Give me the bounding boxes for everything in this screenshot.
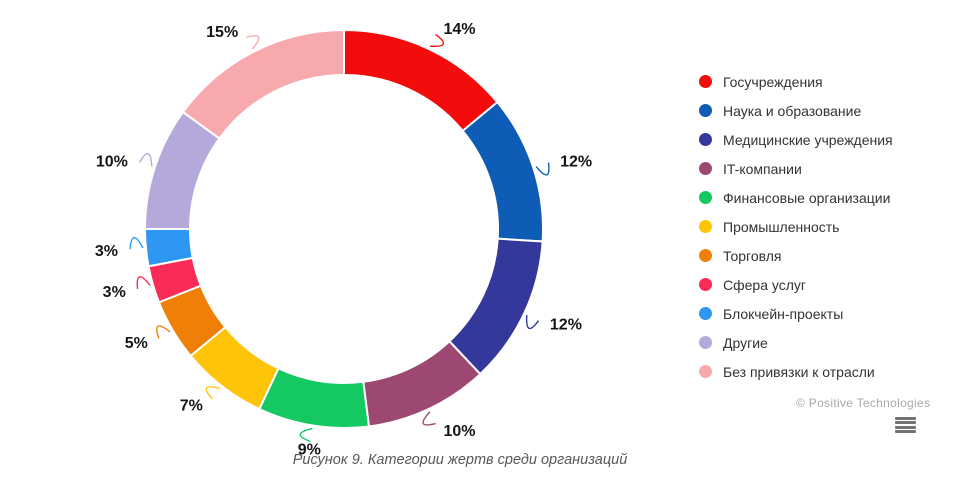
donut-chart-svg: 14% 12% 12% 10% 9% 7% 5% 3% 3% 10% 15% <box>95 21 592 458</box>
legend-item-0[interactable]: Госучреждения <box>699 67 893 96</box>
pie-slice-4[interactable] <box>257 367 371 429</box>
legend-marker-icon <box>699 365 712 378</box>
slice-value-label: 14% <box>444 21 476 38</box>
slice-value-label: 12% <box>550 317 582 334</box>
legend-item-7[interactable]: Сфера услуг <box>699 270 893 299</box>
label-leader-line <box>422 411 436 426</box>
legend-marker-icon <box>699 133 712 146</box>
pie-slice-3[interactable] <box>362 339 482 428</box>
legend-marker-icon <box>699 191 712 204</box>
legend-item-8[interactable]: Блокчейн-проекты <box>699 299 893 328</box>
legend-item-1[interactable]: Наука и образование <box>699 96 893 125</box>
legend-item-2[interactable]: Медицинские учреждения <box>699 125 893 154</box>
label-leader-line <box>136 276 151 290</box>
legend-label: Медицинские учреждения <box>723 131 893 148</box>
slice-value-label: 12% <box>560 153 592 170</box>
legend-item-4[interactable]: Финансовые организации <box>699 183 893 212</box>
legend-marker-icon <box>699 75 712 88</box>
burger-bar <box>895 417 916 420</box>
label-leader-line <box>129 237 144 250</box>
label-leader-line <box>535 162 550 176</box>
slice-value-label: 10% <box>444 423 476 440</box>
legend-marker-icon <box>699 278 712 291</box>
legend-label: Торговля <box>723 247 782 264</box>
legend-marker-icon <box>699 220 712 233</box>
legend-item-6[interactable]: Торговля <box>699 241 893 270</box>
slice-value-label: 7% <box>180 397 203 414</box>
burger-bar <box>895 425 916 429</box>
slice-value-label: 5% <box>125 335 148 352</box>
legend: Госучреждения Наука и образование Медицинс… <box>699 67 893 386</box>
label-leader-line <box>205 386 221 400</box>
slice-value-label: 15% <box>206 24 238 41</box>
slice-value-label: 9% <box>298 441 321 458</box>
pie-slice-0[interactable] <box>343 28 499 133</box>
legend-marker-icon <box>699 162 712 175</box>
legend-label: Наука и образование <box>723 102 862 119</box>
legend-marker-icon <box>699 307 712 320</box>
legend-label: Промышленность <box>723 218 840 235</box>
label-leader-line <box>525 314 540 330</box>
legend-label: Финансовые организации <box>723 189 891 206</box>
legend-item-5[interactable]: Промышленность <box>699 212 893 241</box>
pie-slice-2[interactable] <box>448 237 544 376</box>
burger-bar <box>895 421 916 425</box>
label-leader-line <box>429 33 445 48</box>
legend-label: Сфера услуг <box>723 276 806 293</box>
legend-label: Другие <box>723 334 768 351</box>
legend-label: Госучреждения <box>723 73 823 90</box>
legend-label: IT-компании <box>723 160 802 177</box>
legend-label: Блокчейн-проекты <box>723 305 844 322</box>
slice-value-label: 3% <box>103 284 126 301</box>
pie-slice-1[interactable] <box>461 100 544 243</box>
slice-value-label: 3% <box>95 243 118 260</box>
label-leader-line <box>156 325 171 339</box>
legend-label: Без привязки к отрасли <box>723 363 875 380</box>
burger-bar <box>895 430 916 433</box>
figure-caption: Рисунок 9. Категории жертв среди организ… <box>292 452 628 468</box>
label-leader-line <box>246 35 260 50</box>
legend-marker-icon <box>699 336 712 349</box>
legend-item-3[interactable]: IT-компании <box>699 154 893 183</box>
pie-slice-10[interactable] <box>181 28 345 140</box>
legend-marker-icon <box>699 249 712 262</box>
legend-item-9[interactable]: Другие <box>699 328 893 357</box>
slice-value-label: 10% <box>96 153 128 170</box>
legend-item-10[interactable]: Без привязки к отрасли <box>699 357 893 386</box>
copyright-text: © Positive Technologies <box>796 396 931 410</box>
label-leader-line <box>299 427 313 443</box>
legend-marker-icon <box>699 104 712 117</box>
label-leader-line <box>138 152 153 167</box>
chart-menu-button[interactable] <box>895 417 916 433</box>
